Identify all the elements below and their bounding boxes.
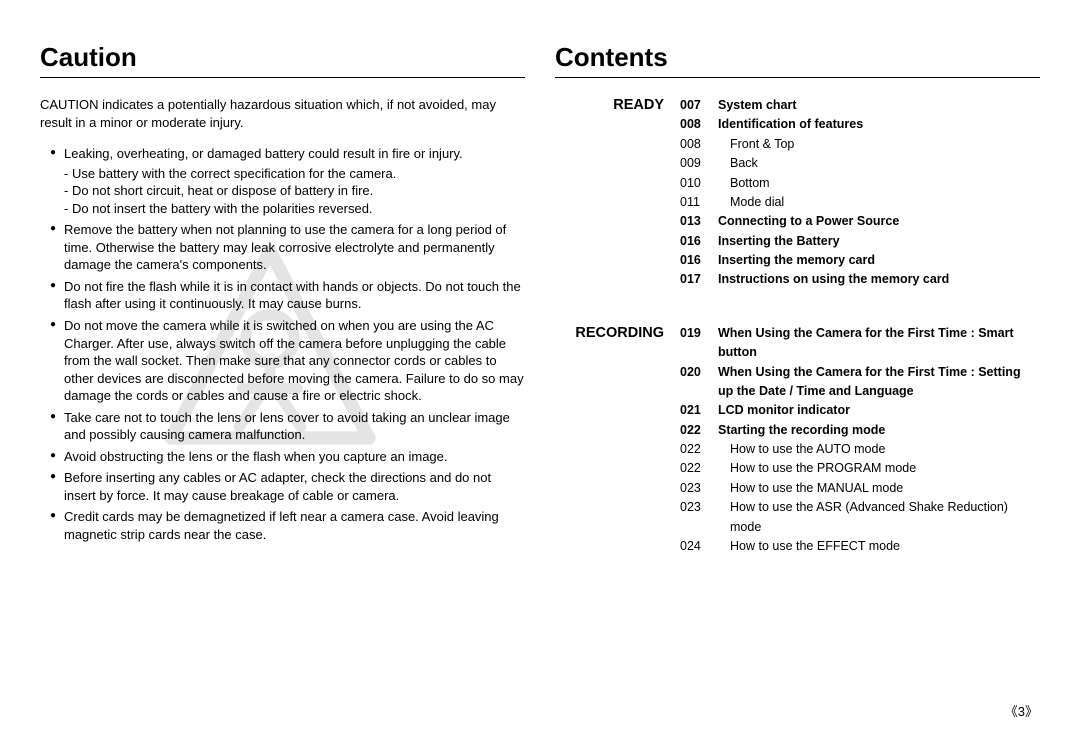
toc-title: Starting the recording mode [718, 421, 1040, 440]
toc-row: 007System chart [680, 96, 1040, 115]
toc-page-number: 016 [680, 251, 718, 270]
toc-row: 008Front & Top [680, 135, 1040, 154]
caution-bullet-list: Leaking, overheating, or damaged battery… [40, 145, 525, 543]
toc-title: LCD monitor indicator [718, 401, 1040, 420]
caution-bullet: Credit cards may be demagnetized if left… [40, 508, 525, 543]
toc-page-number: 023 [680, 498, 718, 537]
toc-title: Back [718, 154, 1040, 173]
toc-row: 009Back [680, 154, 1040, 173]
toc-title: How to use the MANUAL mode [718, 479, 1040, 498]
contents-column: Contents READY007System chart008Identifi… [555, 42, 1040, 590]
toc-page-number: 009 [680, 154, 718, 173]
toc-title: Front & Top [718, 135, 1040, 154]
toc-row: 022How to use the PROGRAM mode [680, 459, 1040, 478]
toc-row: 021LCD monitor indicator [680, 401, 1040, 420]
toc-row: 020When Using the Camera for the First T… [680, 363, 1040, 402]
caution-bullet: Remove the battery when not planning to … [40, 221, 525, 274]
toc-page-number: 017 [680, 270, 718, 289]
caution-heading: Caution [40, 42, 525, 78]
contents-heading: Contents [555, 42, 1040, 78]
toc-page-number: 023 [680, 479, 718, 498]
toc-page-number: 022 [680, 459, 718, 478]
toc-section-label: RECORDING [555, 324, 680, 557]
toc-entries: 007System chart008Identification of feat… [680, 96, 1040, 290]
toc-row: 024How to use the EFFECT mode [680, 537, 1040, 556]
caution-bullet: Leaking, overheating, or damaged battery… [40, 145, 525, 217]
toc-page-number: 022 [680, 440, 718, 459]
toc-page-number: 021 [680, 401, 718, 420]
toc-section: RECORDING019When Using the Camera for th… [555, 324, 1040, 557]
toc-title: Connecting to a Power Source [718, 212, 1040, 231]
toc-page-number: 010 [680, 174, 718, 193]
toc-page-number: 008 [680, 135, 718, 154]
toc-row: 016Inserting the memory card [680, 251, 1040, 270]
toc-row: 022Starting the recording mode [680, 421, 1040, 440]
caution-intro: CAUTION indicates a potentially hazardou… [40, 96, 525, 131]
toc-row: 019When Using the Camera for the First T… [680, 324, 1040, 363]
toc-title: Mode dial [718, 193, 1040, 212]
toc-title: How to use the EFFECT mode [718, 537, 1040, 556]
caution-sub-item: - Use battery with the correct specifica… [64, 165, 525, 183]
caution-column: Caution CAUTION indicates a potentially … [40, 42, 525, 590]
toc-row: 017Instructions on using the memory card [680, 270, 1040, 289]
toc-row: 013Connecting to a Power Source [680, 212, 1040, 231]
toc-title: System chart [718, 96, 1040, 115]
toc-title: Inserting the memory card [718, 251, 1040, 270]
caution-sub-list: - Use battery with the correct specifica… [64, 165, 525, 218]
page-container: Caution CAUTION indicates a potentially … [0, 0, 1080, 590]
toc-page-number: 016 [680, 232, 718, 251]
toc-title: Inserting the Battery [718, 232, 1040, 251]
toc-row: 016Inserting the Battery [680, 232, 1040, 251]
caution-bullet: Do not move the camera while it is switc… [40, 317, 525, 405]
toc-section-label: READY [555, 96, 680, 290]
toc-page-number: 022 [680, 421, 718, 440]
toc-title: Instructions on using the memory card [718, 270, 1040, 289]
caution-bullet: Before inserting any cables or AC adapte… [40, 469, 525, 504]
toc-row: 023How to use the MANUAL mode [680, 479, 1040, 498]
caution-bullet: Do not fire the flash while it is in con… [40, 278, 525, 313]
toc-row: 023How to use the ASR (Advanced Shake Re… [680, 498, 1040, 537]
toc-page-number: 007 [680, 96, 718, 115]
toc-row: 011Mode dial [680, 193, 1040, 212]
toc-page-number: 008 [680, 115, 718, 134]
toc-title: Identification of features [718, 115, 1040, 134]
toc-row: 008Identification of features [680, 115, 1040, 134]
toc-title: When Using the Camera for the First Time… [718, 363, 1040, 402]
toc-title: When Using the Camera for the First Time… [718, 324, 1040, 363]
caution-sub-item: - Do not insert the battery with the pol… [64, 200, 525, 218]
caution-bullet: Avoid obstructing the lens or the flash … [40, 448, 525, 466]
table-of-contents: READY007System chart008Identification of… [555, 96, 1040, 556]
caution-sub-item: - Do not short circuit, heat or dispose … [64, 182, 525, 200]
toc-page-number: 019 [680, 324, 718, 363]
toc-entries: 019When Using the Camera for the First T… [680, 324, 1040, 557]
toc-row: 010Bottom [680, 174, 1040, 193]
toc-page-number: 020 [680, 363, 718, 402]
toc-title: How to use the AUTO mode [718, 440, 1040, 459]
toc-title: How to use the PROGRAM mode [718, 459, 1040, 478]
toc-row: 022How to use the AUTO mode [680, 440, 1040, 459]
toc-page-number: 024 [680, 537, 718, 556]
toc-title: How to use the ASR (Advanced Shake Reduc… [718, 498, 1040, 537]
toc-page-number: 011 [680, 193, 718, 212]
toc-page-number: 013 [680, 212, 718, 231]
page-number: 《3》 [1005, 701, 1038, 720]
toc-section: READY007System chart008Identification of… [555, 96, 1040, 290]
caution-bullet: Take care not to touch the lens or lens … [40, 409, 525, 444]
toc-title: Bottom [718, 174, 1040, 193]
